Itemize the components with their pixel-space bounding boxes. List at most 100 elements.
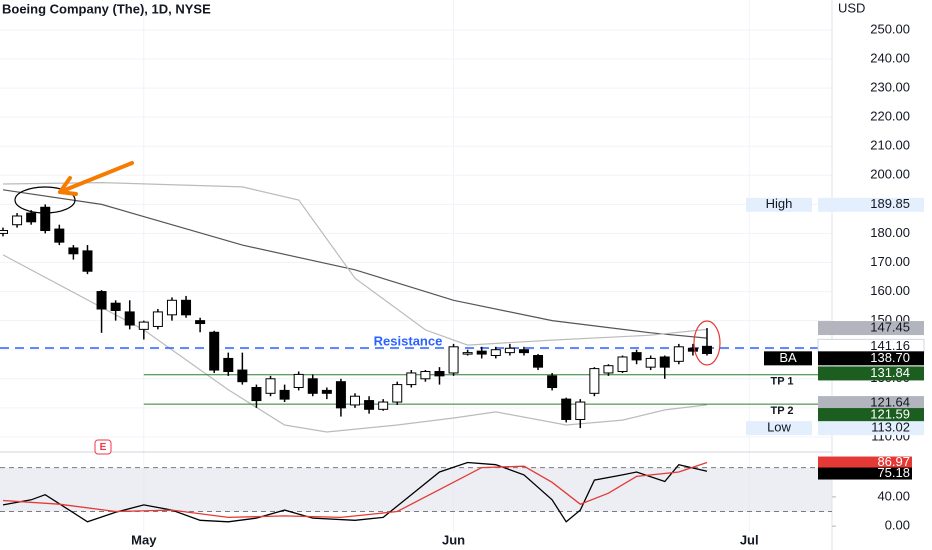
oscillator-line [2, 461, 708, 519]
candle-body [82, 250, 93, 272]
candle-body [673, 346, 684, 362]
overlay-line [2, 181, 708, 346]
candle-body [687, 347, 698, 352]
candle-body [54, 228, 65, 243]
price-tag-name: BA [779, 350, 797, 365]
y-tick-label: 230.00 [870, 80, 910, 95]
price-tag-box [818, 366, 924, 381]
plot: Resistance TP 1 TP 2 [0, 181, 832, 433]
candle-body [26, 212, 37, 223]
candle-body [68, 247, 79, 255]
x-tick-label: May [131, 532, 157, 547]
candle-body [617, 356, 628, 373]
candle-body [265, 378, 276, 394]
candle-body [279, 389, 290, 400]
candle-body [195, 320, 206, 325]
arrow-annotation [58, 161, 134, 196]
event-marker[interactable] [94, 439, 112, 455]
candle-body [96, 291, 107, 310]
candle-body [166, 299, 177, 316]
y-tick-label: 160.00 [870, 283, 910, 298]
price-tag-name-box [764, 351, 812, 366]
candle-body [110, 302, 121, 311]
candle-body [462, 352, 473, 355]
event-label: E [100, 442, 107, 453]
y-tick-label: 200.00 [870, 167, 910, 182]
price-tag-box [818, 396, 924, 411]
candle-body [434, 371, 445, 377]
candle-body [40, 206, 51, 232]
candle-body [603, 365, 614, 374]
candle-body [181, 299, 192, 316]
candle-body [631, 352, 642, 361]
candle-body [533, 355, 544, 368]
level-label: TP 2 [770, 405, 793, 417]
price-tag-name-box [746, 421, 812, 436]
candle-body [124, 311, 135, 326]
candle-body [307, 378, 318, 394]
y-tick-label: 250.00 [870, 21, 910, 36]
circle-annotation [14, 186, 76, 214]
candle-body [659, 356, 670, 368]
candle-body [392, 384, 403, 403]
candle-body [561, 398, 572, 420]
overlay-line [2, 189, 708, 339]
y-tick-label: 220.00 [870, 109, 910, 124]
candle-body [420, 371, 431, 380]
price-tag-box [818, 351, 924, 366]
price-tag-name: Low [767, 420, 791, 435]
y-tick-label: 240.00 [870, 50, 910, 65]
candle-body [237, 369, 248, 383]
price-tag-box [818, 197, 924, 212]
candle-body [209, 331, 220, 371]
price-tag-box [818, 321, 924, 336]
candle-body [547, 375, 558, 389]
candle-body [364, 400, 375, 410]
y-tick-label: 210.00 [870, 138, 910, 153]
price-tag-value: 121.59 [870, 407, 910, 422]
last-value-label: 86.97 [877, 454, 910, 469]
candle-body [448, 346, 459, 374]
price-tag-value: 189.85 [870, 196, 910, 211]
price-tag-name: High [766, 196, 793, 211]
x-tick-label: Jul [740, 532, 759, 547]
candle-body [12, 215, 23, 226]
y-tick-label: 0.00 [885, 518, 910, 533]
candle-body [335, 381, 346, 409]
candle-body [645, 357, 656, 368]
candle-body [0, 230, 8, 234]
candle-body [702, 345, 712, 354]
candle-body [152, 311, 163, 327]
chart-title: Boeing Company (The), 1D, NYSE [2, 1, 211, 16]
last-value-tag [818, 456, 912, 469]
currency-label: USD [838, 0, 865, 15]
overlay-line [2, 254, 708, 433]
candle-body [321, 389, 332, 394]
oscillator-line [2, 461, 708, 523]
candle-body [350, 395, 360, 406]
oscillator-band [0, 467, 832, 512]
candle-body [138, 321, 149, 330]
candle-body [490, 349, 501, 357]
candle-body [589, 368, 600, 394]
price-tag-box [818, 408, 924, 423]
candle-body [406, 372, 417, 386]
price-tag-value: 147.45 [870, 319, 910, 334]
price-tag-value: 141.16 [870, 338, 910, 353]
price-tag-value: 121.64 [870, 395, 910, 410]
candle-body [518, 349, 529, 354]
candle-body [504, 347, 515, 354]
level-label: Resistance [374, 333, 443, 348]
x-tick-label: Jun [442, 532, 465, 547]
candle-body [575, 401, 586, 420]
last-value-label: 75.18 [877, 465, 910, 480]
price-tag-box [818, 421, 924, 436]
price-tag-value: 113.02 [871, 420, 910, 435]
price-tag-name-box [746, 197, 812, 212]
y-tick-label: 170.00 [870, 254, 910, 269]
grid [0, 0, 832, 532]
level-label: TP 1 [770, 376, 793, 388]
candle-body [251, 387, 262, 402]
